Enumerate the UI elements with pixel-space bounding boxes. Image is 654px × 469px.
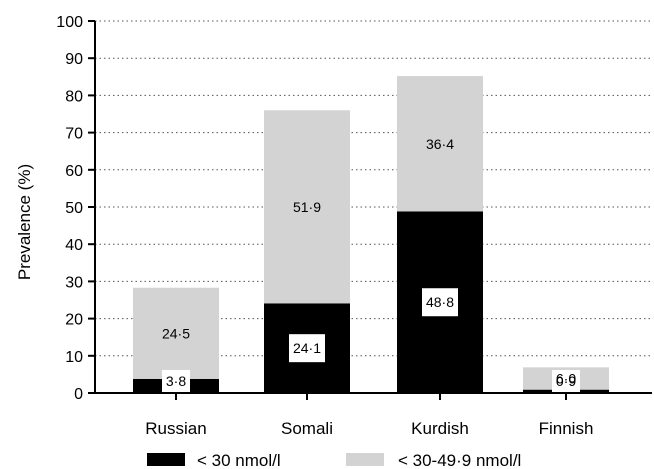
x-category-label: Russian [145, 419, 206, 438]
data-label: 24·1 [293, 340, 321, 356]
data-label: 48·8 [426, 294, 454, 310]
data-label: 36·4 [426, 136, 454, 152]
bar-segment [264, 110, 350, 304]
data-label: 24·5 [162, 325, 190, 341]
y-tick-label: 30 [65, 274, 83, 291]
bar-segment [397, 76, 483, 212]
y-tick-label: 100 [56, 14, 83, 31]
bars: 3·8 24·5 24·1 51·9 48·8 36·4 0·96·0 [133, 76, 609, 393]
legend-label: < 30-49·9 nmol/l [398, 451, 521, 469]
x-category-label: Finnish [539, 419, 594, 438]
legend-swatch [346, 453, 384, 466]
data-label: 6·0 [556, 370, 576, 386]
y-tick-label: 60 [65, 163, 83, 180]
data-label: 0·9 [556, 373, 576, 389]
data-label: 51·9 [293, 199, 321, 215]
data-label-box [289, 334, 325, 363]
data-label: 3·8 [166, 373, 186, 389]
data-label-box [162, 370, 190, 392]
y-tick-label: 90 [65, 51, 83, 68]
bar-segment [133, 287, 219, 379]
legend-swatch [147, 453, 185, 466]
y-tick-label: 20 [65, 312, 83, 329]
y-tick-label: 80 [65, 88, 83, 105]
gridlines [95, 20, 652, 357]
y-tick-label: 70 [65, 126, 83, 143]
legend: < 30 nmol/l < 30-49·9 nmol/l [147, 451, 521, 469]
x-category-label: Kurdish [411, 419, 469, 438]
data-label-box [552, 370, 580, 392]
axes: 0 10 20 30 40 50 60 70 80 90 100 Russian Somali Kurdi… [56, 14, 652, 438]
data-label-box [422, 288, 458, 317]
x-category-label: Somali [281, 419, 333, 438]
y-tick-label: 40 [65, 237, 83, 254]
y-axis-title: Prevalence (%) [15, 164, 34, 280]
y-tick-label: 10 [65, 349, 83, 366]
legend-label: < 30 nmol/l [197, 451, 281, 469]
y-tick-label: 50 [65, 200, 83, 217]
y-tick-label: 0 [74, 386, 83, 403]
